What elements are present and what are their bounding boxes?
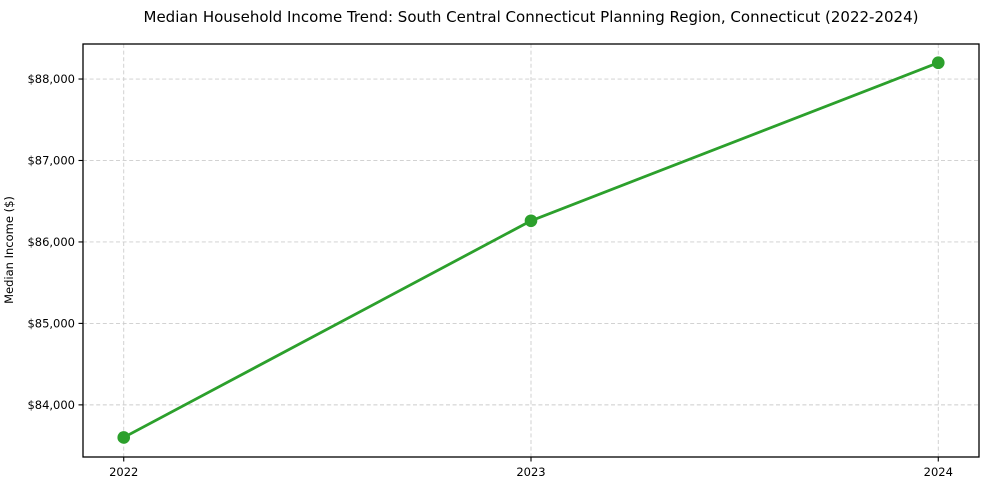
x-tick-label: 2023 — [516, 465, 545, 479]
plot-border — [82, 43, 980, 458]
x-tick-label: 2022 — [109, 465, 138, 479]
data-point-marker — [117, 431, 131, 444]
y-tick-label: $88,000 — [27, 72, 75, 86]
y-tick-label: $84,000 — [27, 398, 75, 412]
data-point-marker — [524, 214, 538, 228]
data-point-marker — [931, 56, 945, 70]
y-axis-label: Median Income ($) — [2, 196, 16, 304]
y-tick-label: $85,000 — [27, 316, 75, 330]
y-tick-label: $86,000 — [27, 235, 75, 249]
x-tick-label: 2024 — [924, 465, 953, 479]
chart-title: Median Household Income Trend: South Cen… — [143, 8, 919, 26]
y-tick-label: $87,000 — [27, 153, 75, 167]
